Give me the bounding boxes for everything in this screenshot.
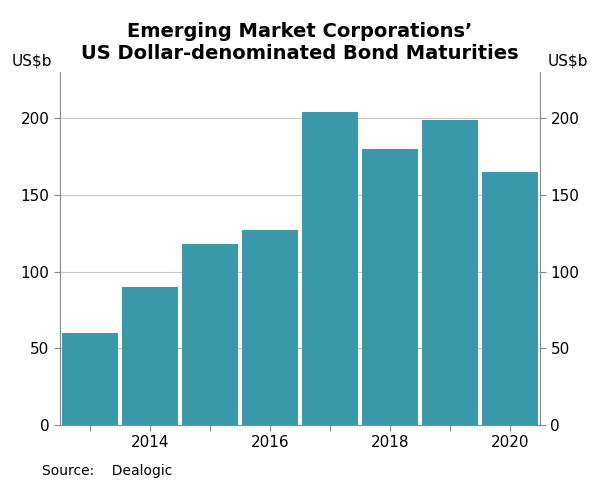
- Text: US$b: US$b: [12, 54, 53, 69]
- Bar: [122, 287, 178, 425]
- Bar: [242, 230, 298, 425]
- Title: Emerging Market Corporations’
US Dollar-denominated Bond Maturities: Emerging Market Corporations’ US Dollar-…: [81, 22, 519, 63]
- Text: US$b: US$b: [548, 54, 588, 69]
- Bar: [422, 120, 478, 425]
- Bar: [302, 113, 358, 425]
- Bar: [482, 172, 538, 425]
- Bar: [362, 149, 418, 425]
- Bar: [62, 333, 118, 425]
- Bar: [182, 244, 238, 425]
- Text: Source:    Dealogic: Source: Dealogic: [42, 464, 172, 478]
